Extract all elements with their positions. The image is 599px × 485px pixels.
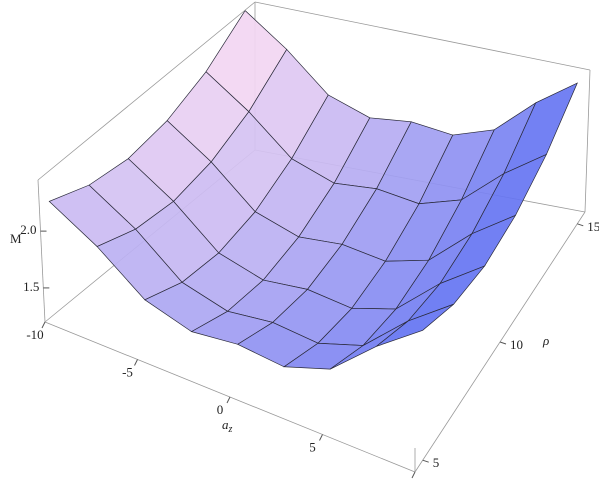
y-tick-label: 5 (433, 455, 440, 470)
y-tick (499, 341, 507, 345)
box-edge (37, 1, 256, 181)
x-tick (134, 359, 138, 366)
y-axis-label: ρ (542, 333, 549, 348)
x-tick (41, 321, 46, 329)
x-axis-label-sub: z (228, 424, 233, 435)
surface-cell (375, 303, 454, 347)
y-tick (577, 223, 584, 227)
x-tick (411, 471, 416, 479)
z-tick-label: 1.5 (23, 279, 39, 294)
box-edge (37, 179, 46, 323)
x-tick-label: 5 (309, 439, 316, 454)
z-tick-label: 2.0 (20, 222, 36, 237)
x-tick-label: -10 (26, 327, 43, 342)
x-tick (319, 434, 323, 441)
z-axis-label: M (10, 231, 22, 246)
x-tick-label: -5 (122, 364, 133, 379)
x-tick (226, 396, 231, 404)
box-edge (254, 1, 591, 71)
x-tick-label: 0 (217, 402, 224, 417)
x-axis-label-main: a (222, 417, 229, 432)
x-axis-label: az (222, 417, 233, 435)
box-edge (584, 69, 591, 213)
y-tick-label: 15 (587, 219, 599, 234)
surface (48, 10, 578, 370)
y-tick-label: 10 (510, 337, 523, 352)
y-tick (422, 459, 429, 463)
